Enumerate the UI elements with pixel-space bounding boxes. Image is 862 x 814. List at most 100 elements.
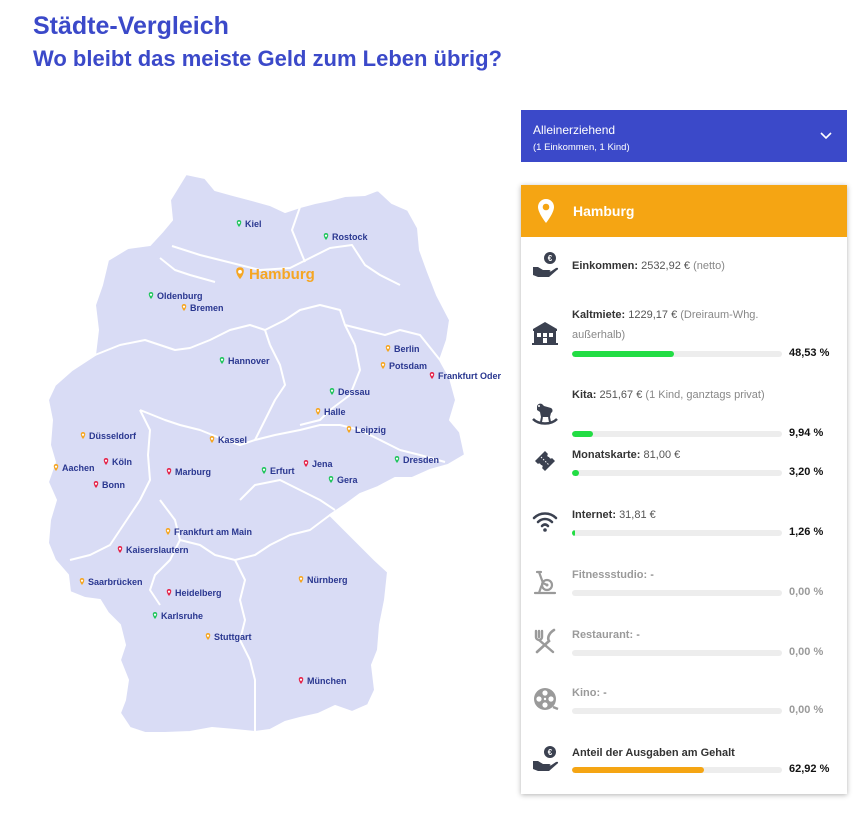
map-pin-dot (304, 461, 308, 464)
city-label: Karlsruhe (161, 611, 203, 621)
expense-bar (572, 351, 782, 357)
total-bar (572, 767, 782, 773)
svg-text:€: € (548, 748, 553, 757)
city-label: Halle (324, 407, 346, 417)
map-pin-dot (430, 373, 434, 376)
expense-bar-fill (572, 470, 579, 476)
city-label: Bremen (190, 303, 224, 313)
expense-label: Kaltmiete: (572, 309, 626, 321)
income-row: € Einkommen: 2532,92 € (netto) (521, 251, 847, 281)
total-percent: 62,92 % (789, 763, 830, 775)
expense-percent: 9,94 % (789, 427, 824, 439)
map-pin-dot (80, 579, 84, 582)
city-marker-bremen[interactable]: Bremen (181, 303, 224, 313)
city-marker-nürnberg[interactable]: Nürnberg (298, 575, 348, 585)
city-marker-berlin[interactable]: Berlin (385, 344, 420, 354)
map-pin-dot (220, 358, 224, 361)
expense-percent: 1,26 % (789, 526, 824, 538)
expense-value: 81,00 € (643, 449, 681, 461)
income-text: Einkommen: 2532,92 € (netto) (572, 256, 792, 276)
city-label: Düsseldorf (89, 431, 137, 441)
map-pin-dot (210, 437, 214, 440)
map-pin-dot (182, 305, 186, 308)
svg-text:€: € (548, 254, 553, 263)
city-marker-kiel[interactable]: Kiel (236, 219, 262, 229)
expense-label: Kino: (572, 687, 601, 699)
city-marker-aachen[interactable]: Aachen (53, 463, 95, 473)
map-pin-dot (167, 590, 171, 593)
city-marker-kassel[interactable]: Kassel (209, 435, 247, 445)
map-pin-dot (118, 547, 122, 550)
expense-value: 1229,17 € (628, 309, 678, 321)
city-marker-heidelberg[interactable]: Heidelberg (166, 588, 222, 598)
total-text: Anteil der Ausgaben am Gehalt (572, 743, 812, 763)
map-pin-dot (381, 363, 385, 366)
city-marker-oldenburg[interactable]: Oldenburg (148, 291, 203, 301)
expense-text: Monatskarte: 81,00 € (572, 445, 792, 465)
map-pin-dot (324, 234, 328, 237)
city-marker-hamburg[interactable]: Hamburg (236, 266, 315, 283)
city-marker-münchen[interactable]: München (298, 676, 347, 686)
money-hand-icon: € (533, 746, 559, 771)
city-marker-jena[interactable]: Jena (303, 459, 334, 469)
city-marker-leipzig[interactable]: Leipzig (346, 425, 386, 435)
city-label: Dresden (403, 455, 439, 465)
city-marker-marburg[interactable]: Marburg (166, 467, 211, 477)
city-label: Rostock (332, 232, 369, 242)
city-marker-stuttgart[interactable]: Stuttgart (205, 632, 252, 642)
map-pin-dot (54, 465, 58, 468)
map-pin-icon (538, 199, 554, 223)
city-label: Frankfurt am Main (174, 527, 252, 537)
city-marker-karlsruhe[interactable]: Karlsruhe (152, 611, 203, 621)
card-header: Hamburg (521, 185, 847, 237)
city-marker-frankfurt-oder[interactable]: Frankfurt Oder (429, 371, 502, 381)
expense-value: - (650, 569, 654, 581)
money-hand-icon: € (533, 252, 559, 277)
city-marker-hannover[interactable]: Hannover (219, 356, 270, 366)
city-marker-dessau[interactable]: Dessau (329, 387, 370, 397)
map-pin-dot (149, 293, 153, 296)
city-label: Oldenburg (157, 291, 203, 301)
expense-value: 31,81 € (619, 509, 656, 521)
city-marker-erfurt[interactable]: Erfurt (261, 466, 295, 476)
expense-bar (572, 650, 782, 656)
map-pin-dot (330, 389, 334, 392)
expense-bar-fill (572, 431, 593, 437)
city-marker-frankfurt-am-main[interactable]: Frankfurt am Main (165, 527, 252, 537)
city-label: Erfurt (270, 466, 295, 476)
map-pin-dot (347, 427, 351, 430)
city-marker-bonn[interactable]: Bonn (93, 480, 125, 490)
chevron-down-icon (820, 132, 832, 140)
city-marker-saarbrücken[interactable]: Saarbrücken (79, 577, 143, 587)
total-row: € Anteil der Ausgaben am Gehalt 62,92 % (521, 745, 847, 785)
map-pin-dot (262, 468, 266, 471)
map-pin-dot (81, 433, 85, 436)
income-label: Einkommen: (572, 260, 639, 272)
city-marker-dresden[interactable]: Dresden (394, 455, 439, 465)
city-marker-kaiserslautern[interactable]: Kaiserslautern (117, 545, 189, 555)
city-label: Bonn (102, 480, 125, 490)
city-label: Aachen (62, 463, 95, 473)
exercise-bike-icon (533, 570, 557, 595)
fork-knife-icon (534, 628, 556, 654)
city-marker-halle[interactable]: Halle (315, 407, 346, 417)
city-marker-rostock[interactable]: Rostock (323, 232, 369, 242)
map-pin-dot (206, 634, 210, 637)
city-markers: Kiel Rostock Hamburg Oldenburg Bremen Hannove… (53, 219, 502, 686)
city-marker-gera[interactable]: Gera (328, 475, 359, 485)
city-label: Marburg (175, 467, 211, 477)
city-detail-card: Hamburg € Einkommen: 2532,92 € (netto) K… (521, 185, 847, 794)
expense-bar (572, 708, 782, 714)
city-marker-köln[interactable]: Köln (103, 457, 132, 467)
expense-label: Restaurant: (572, 629, 634, 641)
city-marker-düsseldorf[interactable]: Düsseldorf (80, 431, 137, 441)
city-label: Stuttgart (214, 632, 252, 642)
total-bar-fill (572, 767, 705, 773)
city-label: Hamburg (249, 266, 315, 283)
expense-label: Fitnessstudio: (572, 569, 648, 581)
expense-text: Restaurant: - (572, 625, 792, 645)
city-label: München (307, 676, 347, 686)
household-type-select[interactable]: Alleinerziehend (1 Einkommen, 1 Kind) (521, 110, 847, 162)
city-marker-potsdam[interactable]: Potsdam (380, 361, 427, 371)
city-label: Jena (312, 459, 334, 469)
